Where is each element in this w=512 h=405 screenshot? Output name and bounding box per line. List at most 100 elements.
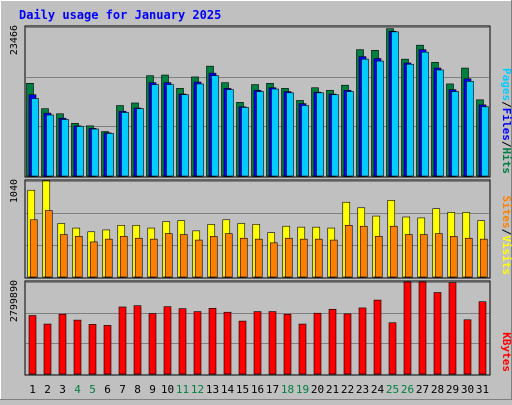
- x-tick-day-31: 31: [476, 383, 489, 396]
- bar-kbytes-30: [463, 319, 472, 375]
- bar-pages-22: [346, 91, 354, 177]
- bar-pages-10: [166, 84, 174, 177]
- bar-pages-8: [136, 108, 144, 177]
- bar-kbytes-2: [43, 323, 52, 375]
- legend-separator: /: [500, 229, 512, 236]
- bar-kbytes-25: [388, 322, 397, 375]
- bar-sites-28: [434, 233, 443, 278]
- x-tick-day-17: 17: [266, 383, 279, 396]
- x-tick-day-18: 18: [281, 383, 294, 396]
- x-tick-day-4: 4: [74, 383, 81, 396]
- bar-sites-29: [449, 236, 458, 278]
- legend-entry-visits: Visits: [500, 235, 512, 275]
- x-tick-day-2: 2: [44, 383, 51, 396]
- x-tick-day-7: 7: [119, 383, 126, 396]
- x-tick-day-16: 16: [251, 383, 264, 396]
- bar-kbytes-9: [148, 313, 157, 375]
- x-tick-day-28: 28: [431, 383, 444, 396]
- kbytes-panel: 2799890 KBytes: [9, 280, 512, 376]
- series-sites: [29, 210, 488, 278]
- x-tick-day-24: 24: [371, 383, 385, 396]
- kbytes-panel-legend: KBytes: [500, 332, 512, 372]
- bar-sites-11: [179, 234, 188, 278]
- bar-sites-10: [164, 233, 173, 278]
- bar-kbytes-18: [283, 313, 292, 375]
- bar-sites-5: [89, 241, 98, 278]
- bar-kbytes-11: [178, 308, 187, 375]
- x-tick-day-10: 10: [161, 383, 174, 396]
- chart-title: Daily usage for January 2025: [19, 8, 221, 22]
- bar-kbytes-6: [103, 325, 112, 375]
- bar-pages-23: [361, 58, 369, 177]
- bar-kbytes-23: [358, 307, 367, 375]
- bar-sites-16: [254, 238, 263, 278]
- bar-kbytes-12: [193, 311, 202, 375]
- x-tick-day-30: 30: [461, 383, 474, 396]
- bar-kbytes-29: [448, 282, 457, 375]
- bar-sites-20: [314, 238, 323, 278]
- x-tick-day-23: 23: [356, 383, 369, 396]
- bar-sites-21: [329, 239, 338, 278]
- x-tick-day-29: 29: [446, 383, 459, 396]
- x-tick-day-19: 19: [296, 383, 309, 396]
- bar-pages-30: [466, 81, 474, 177]
- bar-pages-14: [226, 89, 234, 177]
- bar-sites-18: [284, 237, 293, 278]
- bar-pages-17: [271, 88, 279, 177]
- x-tick-day-21: 21: [326, 383, 339, 396]
- bar-pages-29: [451, 91, 459, 177]
- bar-kbytes-16: [253, 311, 262, 375]
- bar-pages-6: [106, 133, 114, 177]
- bar-sites-2: [44, 210, 53, 278]
- visits-panel: 1040 Sites/Visits: [9, 179, 512, 279]
- visits-panel-legend: Sites/Visits: [500, 196, 512, 276]
- hits-panel-legend: Pages/Files/Hits: [500, 68, 512, 174]
- bar-kbytes-5: [88, 324, 97, 375]
- series-pages: [31, 31, 489, 177]
- x-tick-day-26: 26: [401, 383, 414, 396]
- bar-sites-14: [224, 233, 233, 278]
- x-tick-day-20: 20: [311, 383, 324, 396]
- x-tick-day-9: 9: [149, 383, 156, 396]
- bar-sites-30: [464, 237, 473, 278]
- legend-entry-files: Files: [500, 108, 512, 141]
- bar-sites-22: [344, 225, 353, 278]
- x-tick-day-5: 5: [89, 383, 96, 396]
- bar-kbytes-26: [403, 281, 412, 375]
- bar-sites-8: [134, 237, 143, 278]
- legend-entry-hits: Hits: [500, 148, 512, 175]
- bar-kbytes-7: [118, 306, 127, 375]
- bar-pages-16: [256, 91, 264, 177]
- x-tick-day-1: 1: [29, 383, 36, 396]
- bar-sites-24: [374, 236, 383, 278]
- bar-sites-13: [209, 236, 218, 278]
- bar-sites-15: [239, 237, 248, 278]
- bar-sites-27: [419, 234, 428, 278]
- bar-pages-1: [31, 98, 39, 177]
- bar-sites-3: [59, 234, 68, 278]
- bar-sites-7: [119, 236, 128, 278]
- bar-pages-5: [91, 128, 99, 177]
- bar-pages-24: [376, 60, 384, 177]
- bar-pages-19: [301, 105, 309, 177]
- bar-pages-7: [121, 112, 129, 177]
- x-tick-day-6: 6: [104, 383, 111, 396]
- bar-kbytes-28: [433, 292, 442, 375]
- bar-kbytes-22: [343, 313, 352, 375]
- bar-pages-9: [151, 84, 159, 177]
- x-tick-day-11: 11: [176, 383, 189, 396]
- x-axis-labels: 1 2 3 4 5 6 7 8 9 10 11 12 13 14 15 16 17 18 19 20 21 22 23 24 2…: [29, 383, 489, 396]
- bar-kbytes-20: [313, 312, 322, 375]
- x-tick-day-25: 25: [386, 383, 399, 396]
- bar-pages-20: [316, 92, 324, 177]
- bar-pages-18: [286, 92, 294, 177]
- bar-pages-15: [241, 107, 249, 177]
- panels-layer: 23466Pages/Files/Hits1040Sites/Visits279…: [9, 25, 512, 376]
- bar-pages-31: [481, 106, 489, 177]
- bar-sites-12: [194, 239, 203, 278]
- x-tick-day-8: 8: [134, 383, 141, 396]
- bar-sites-6: [104, 238, 113, 278]
- bar-kbytes-27: [418, 281, 427, 375]
